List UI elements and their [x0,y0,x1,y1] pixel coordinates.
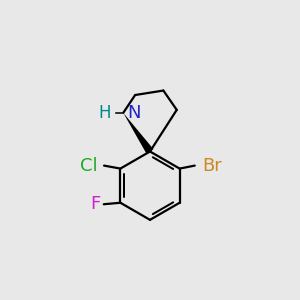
Text: H: H [99,104,111,122]
Text: Cl: Cl [80,157,98,175]
Text: Br: Br [202,157,222,175]
Text: N: N [127,104,140,122]
Text: F: F [90,195,100,213]
Polygon shape [123,113,153,154]
